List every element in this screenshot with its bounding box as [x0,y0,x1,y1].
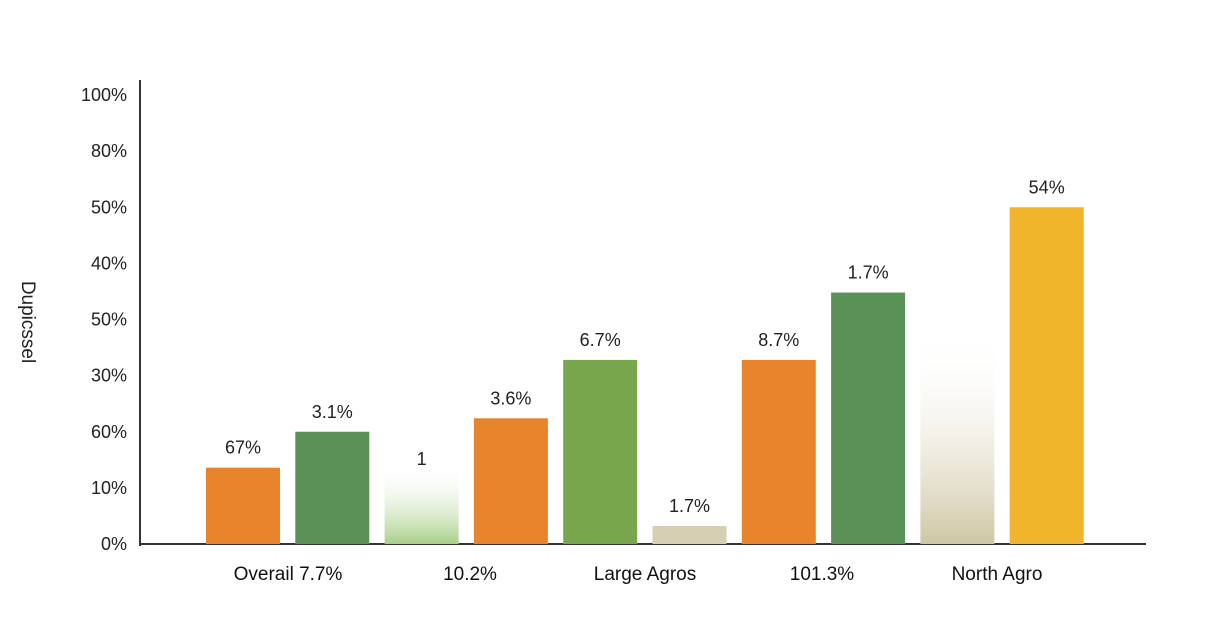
bar [563,359,638,544]
data-label: 8.7% [758,330,799,350]
y-axis-label: Dupicssel [17,281,38,363]
bar [831,292,906,544]
data-label: 6.7% [580,330,621,350]
bars [206,207,1084,544]
category-label: 10.2% [443,564,497,585]
data-label: 1 [417,449,427,469]
category-label: 101.3% [790,564,855,585]
y-tick-label: 60% [91,422,127,442]
category-label: Overail 7.7% [234,564,343,585]
y-tick-label: 50% [91,197,127,217]
data-label: 1.7% [848,263,889,283]
data-label: 1.7% [669,496,710,516]
bar [473,418,548,544]
data-labels: 67% 3.1% 1 3.6% 6.7% 1.7% 8.7% 1.7% 54% [225,177,1065,516]
y-tick-label: 80% [91,141,127,161]
data-label: 67% [225,438,261,458]
bar [1009,207,1084,544]
data-label: 3.6% [490,388,531,408]
y-tick-label: 0% [101,534,127,554]
bar [741,359,816,544]
category-label: North Agro [952,564,1043,585]
y-tick-label: 30% [91,366,127,386]
bar [206,467,280,544]
category-label: Large Agros [594,564,696,585]
category-labels: Overail 7.7% 10.2% Large Agros 101.3% North … [234,564,1043,585]
bar [384,463,459,544]
y-tick-label: 10% [91,478,127,498]
data-label: 54% [1029,177,1065,197]
y-tick-label: 100% [81,85,127,105]
bar [295,431,370,544]
y-tick-label: 40% [91,253,127,273]
data-label: 3.1% [312,402,353,422]
bar [920,328,995,544]
y-tick-label: 50% [91,310,127,330]
bar [652,526,727,544]
y-tick-labels: 0% 10% 60% 30% 50% 40% 50% 80% 100% [81,85,127,554]
